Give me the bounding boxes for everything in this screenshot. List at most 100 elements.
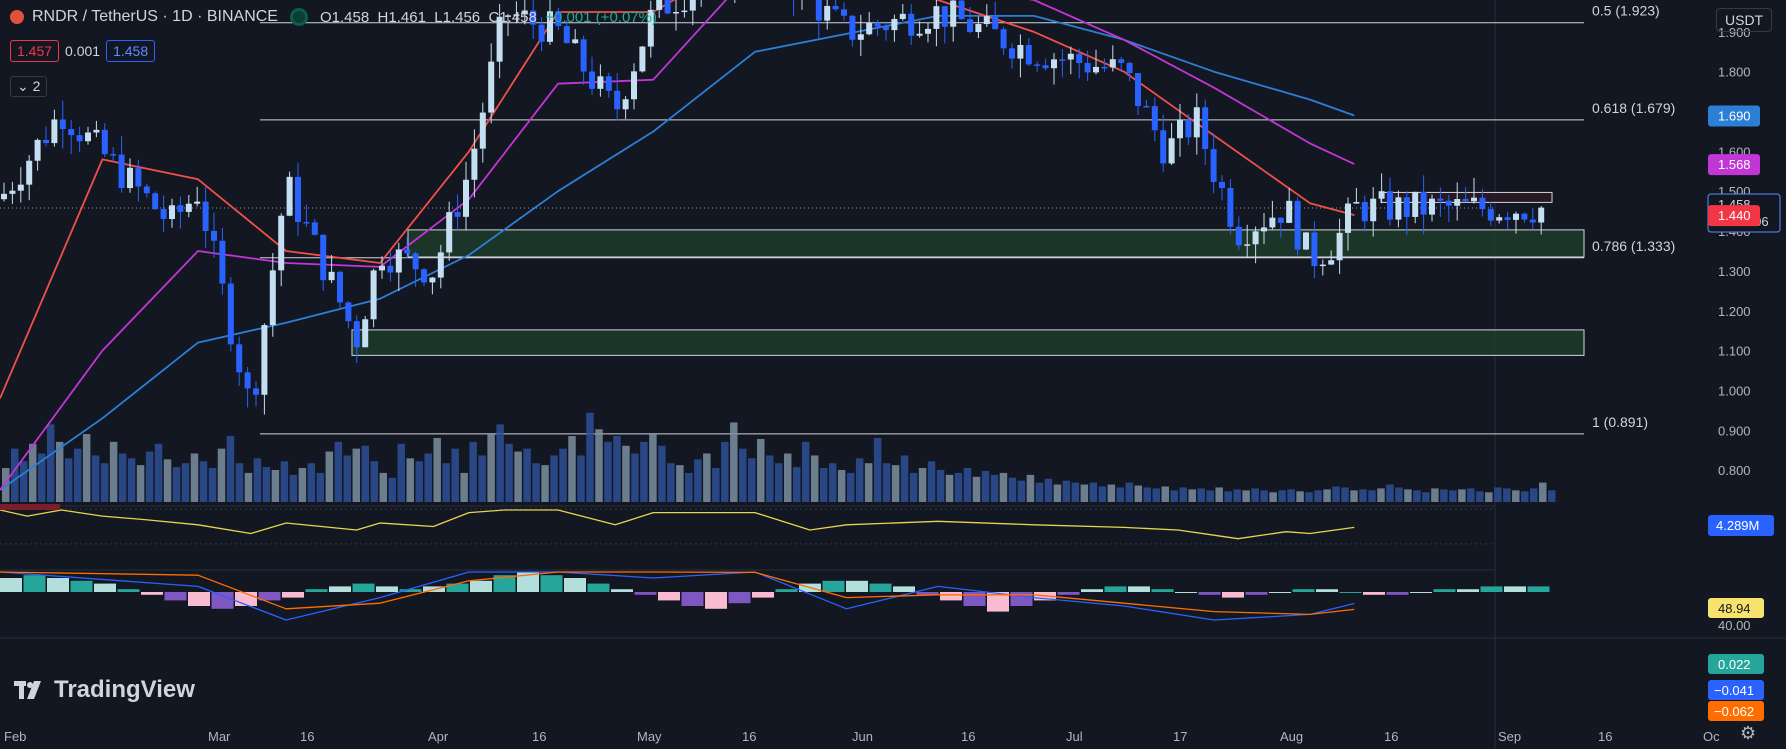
candle-body[interactable] — [1210, 149, 1217, 182]
candle-body[interactable] — [933, 6, 940, 29]
candle-body[interactable] — [547, 11, 553, 42]
candle-body[interactable] — [639, 46, 646, 72]
candle-body[interactable] — [1101, 66, 1108, 69]
candle-body[interactable] — [278, 215, 285, 271]
candle-body[interactable] — [555, 11, 562, 27]
candle-body[interactable] — [841, 9, 847, 16]
candle-body[interactable] — [605, 76, 612, 91]
candle-body[interactable] — [992, 16, 999, 30]
candle-body[interactable] — [1294, 200, 1301, 250]
candle-body[interactable] — [269, 270, 276, 326]
candle-body[interactable] — [1420, 191, 1427, 215]
candle-body[interactable] — [194, 201, 201, 204]
candle-body[interactable] — [370, 270, 377, 320]
candle-body[interactable] — [1487, 209, 1494, 221]
candle-body[interactable] — [337, 271, 343, 303]
candle-body[interactable] — [597, 76, 604, 89]
candle-body[interactable] — [1437, 198, 1444, 201]
candle-body[interactable] — [379, 265, 385, 271]
candle-body[interactable] — [286, 176, 293, 216]
candle-body[interactable] — [160, 209, 167, 220]
candle-body[interactable] — [505, 15, 511, 17]
candle-body[interactable] — [437, 252, 444, 278]
candle-body[interactable] — [589, 71, 595, 89]
candle-body[interactable] — [1311, 232, 1318, 267]
candle-body[interactable] — [59, 119, 66, 130]
candle-body[interactable] — [983, 16, 990, 25]
candle-body[interactable] — [1, 193, 7, 200]
candle-body[interactable] — [1395, 197, 1402, 220]
candle-body[interactable] — [219, 240, 226, 284]
candle-body[interactable] — [1202, 107, 1209, 150]
sell-button[interactable]: 1.457 — [10, 40, 60, 62]
candle-body[interactable] — [1445, 200, 1452, 206]
candle-body[interactable] — [1126, 62, 1133, 74]
candle-body[interactable] — [118, 154, 125, 189]
candle-body[interactable] — [1227, 188, 1234, 227]
candle-body[interactable] — [1479, 197, 1486, 210]
candle-body[interactable] — [93, 129, 100, 133]
candle-body[interactable] — [1076, 53, 1083, 64]
candle-body[interactable] — [1378, 191, 1385, 199]
candle-body[interactable] — [479, 112, 486, 149]
candle-body[interactable] — [311, 222, 318, 235]
candle-body[interactable] — [454, 212, 461, 217]
candle-body[interactable] — [580, 39, 587, 72]
candle-body[interactable] — [1513, 213, 1519, 220]
candle-body[interactable] — [1462, 198, 1469, 202]
candle-body[interactable] — [76, 135, 83, 142]
candle-body[interactable] — [1454, 198, 1461, 206]
candle-body[interactable] — [530, 10, 537, 25]
candle-body[interactable] — [521, 10, 528, 15]
candle-body[interactable] — [1521, 213, 1528, 220]
candle-body[interactable] — [1328, 260, 1335, 265]
candle-body[interactable] — [1193, 107, 1200, 138]
candle-body[interactable] — [1151, 106, 1158, 131]
candle-body[interactable] — [631, 71, 637, 100]
candle-body[interactable] — [1042, 65, 1049, 69]
candle-body[interactable] — [1529, 219, 1536, 223]
candle-body[interactable] — [925, 28, 931, 34]
candle-body[interactable] — [1118, 59, 1125, 63]
buy-button[interactable]: 1.458 — [106, 40, 156, 62]
candle-body[interactable] — [647, 9, 654, 47]
candle-body[interactable] — [1219, 181, 1225, 189]
candle-body[interactable] — [9, 190, 16, 194]
candle-body[interactable] — [681, 10, 688, 13]
candle-body[interactable] — [488, 61, 495, 113]
candle-body[interactable] — [1143, 106, 1150, 108]
candle-body[interactable] — [874, 22, 881, 27]
candle-body[interactable] — [950, 0, 957, 27]
candle-body[interactable] — [236, 344, 243, 373]
candle-body[interactable] — [43, 139, 49, 144]
candle-body[interactable] — [496, 16, 503, 62]
candle-body[interactable] — [883, 26, 889, 31]
candle-body[interactable] — [673, 11, 679, 14]
candle-body[interactable] — [1109, 59, 1116, 68]
candle-body[interactable] — [51, 119, 58, 144]
candle-body[interactable] — [244, 372, 251, 389]
candle-body[interactable] — [1370, 198, 1377, 222]
support-resistance-zone[interactable] — [407, 229, 1585, 258]
support-resistance-zone[interactable] — [351, 329, 1585, 356]
candle-body[interactable] — [1353, 202, 1360, 204]
candle-body[interactable] — [1009, 48, 1015, 59]
candle-body[interactable] — [1361, 202, 1368, 222]
candle-body[interactable] — [412, 253, 419, 270]
candle-body[interactable] — [362, 319, 369, 348]
candle-body[interactable] — [849, 15, 856, 40]
candle-body[interactable] — [1034, 64, 1041, 66]
candle-body[interactable] — [824, 5, 831, 21]
candle-body[interactable] — [1303, 232, 1309, 250]
candle-body[interactable] — [899, 13, 906, 19]
candle-body[interactable] — [1504, 217, 1511, 220]
candle-body[interactable] — [446, 212, 453, 253]
candle-body[interactable] — [1277, 217, 1284, 223]
candle-body[interactable] — [1160, 130, 1167, 164]
candle-body[interactable] — [1185, 119, 1192, 138]
candle-body[interactable] — [1345, 203, 1351, 233]
candle-body[interactable] — [395, 249, 402, 273]
candle-body[interactable] — [345, 302, 352, 322]
candle-body[interactable] — [1269, 217, 1276, 228]
